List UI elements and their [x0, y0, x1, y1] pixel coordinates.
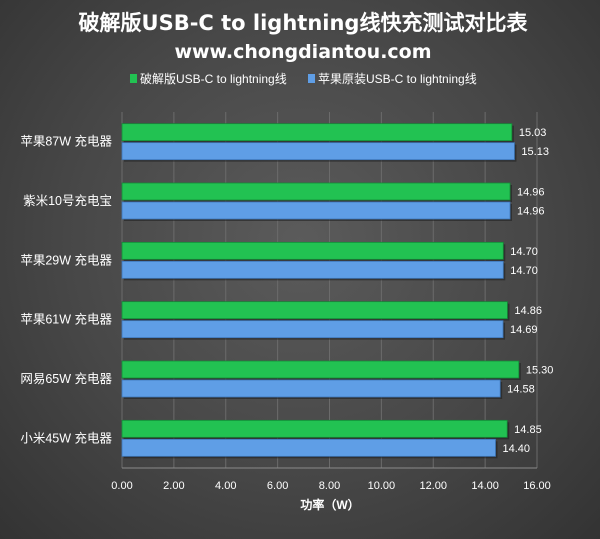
category-label: 苹果29W 充电器 [20, 252, 112, 267]
bar-apple-cable [121, 320, 504, 339]
bar-apple-cable [121, 201, 511, 220]
bar-cracked-cable [121, 360, 520, 379]
bars [121, 123, 521, 459]
data-label: 14.58 [507, 384, 535, 396]
bar-apple-cable [121, 142, 515, 161]
data-label: 14.85 [514, 424, 542, 436]
x-tick-label: 14.00 [471, 480, 499, 492]
data-label: 14.70 [510, 265, 538, 277]
x-tick-label: 12.00 [419, 480, 447, 492]
bar-apple-cable [121, 379, 501, 398]
data-label: 14.40 [503, 443, 531, 455]
chart-subtitle: www.chongdiantou.com [174, 41, 431, 63]
bar-cracked-cable [121, 182, 511, 201]
data-label: 14.86 [514, 305, 542, 317]
category-label: 紫米10号充电宝 [23, 193, 112, 208]
data-label: 15.30 [526, 365, 554, 377]
bar-cracked-cable [121, 419, 508, 438]
gridlines [121, 112, 538, 469]
x-tick-label: 6.00 [267, 480, 288, 492]
x-tick-label: 16.00 [523, 480, 551, 492]
x-tick-label: 10.00 [368, 480, 396, 492]
x-axis-title: 功率（W） [300, 497, 359, 512]
category-label: 苹果61W 充电器 [20, 312, 112, 327]
bar-cracked-cable [121, 301, 508, 320]
category-label: 小米45W 充电器 [20, 430, 112, 445]
legend: 破解版USB-C to lightning线 苹果原装USB-C to ligh… [130, 71, 477, 86]
x-tick-labels: 0.00 2.00 4.00 6.00 8.00 10.00 12.00 14.00 16.00 [111, 480, 550, 492]
data-label: 15.03 [519, 127, 547, 139]
x-tick-label: 0.00 [111, 480, 132, 492]
legend-marker-blue [308, 74, 315, 83]
category-label: 网易65W 充电器 [20, 371, 112, 386]
x-tick-label: 4.00 [215, 480, 236, 492]
chart-title: 破解版USB-C to lightning线快充测试对比表 [79, 11, 529, 35]
data-label: 14.70 [510, 246, 538, 258]
x-tick-label: 8.00 [319, 480, 340, 492]
data-label: 14.96 [517, 206, 545, 218]
bar-cracked-cable [121, 123, 513, 142]
legend-marker-green [130, 74, 137, 83]
data-label: 14.69 [510, 324, 538, 336]
x-tick-label: 2.00 [163, 480, 184, 492]
data-labels: 15.03 15.13 14.96 14.96 14.70 14.70 14.86 14.69… [503, 127, 554, 455]
data-label: 14.96 [517, 187, 545, 199]
category-label: 苹果87W 充电器 [20, 134, 112, 149]
bar-apple-cable [121, 260, 504, 279]
data-label: 15.13 [521, 146, 549, 158]
legend-label-blue: 苹果原装USB-C to lightning线 [318, 72, 477, 86]
legend-label-green: 破解版USB-C to lightning线 [140, 71, 287, 86]
bar-apple-cable [121, 438, 496, 457]
bar-cracked-cable [121, 241, 504, 260]
